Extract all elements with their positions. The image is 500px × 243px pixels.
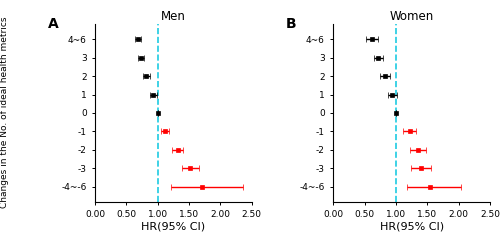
X-axis label: HR(95% CI): HR(95% CI) [380,222,444,232]
X-axis label: HR(95% CI): HR(95% CI) [142,222,206,232]
Title: Women: Women [390,10,434,23]
Text: Changes in the No. of ideal health metrics: Changes in the No. of ideal health metri… [0,16,10,208]
Text: A: A [48,17,58,31]
Title: Men: Men [161,10,186,23]
Text: B: B [286,17,297,31]
